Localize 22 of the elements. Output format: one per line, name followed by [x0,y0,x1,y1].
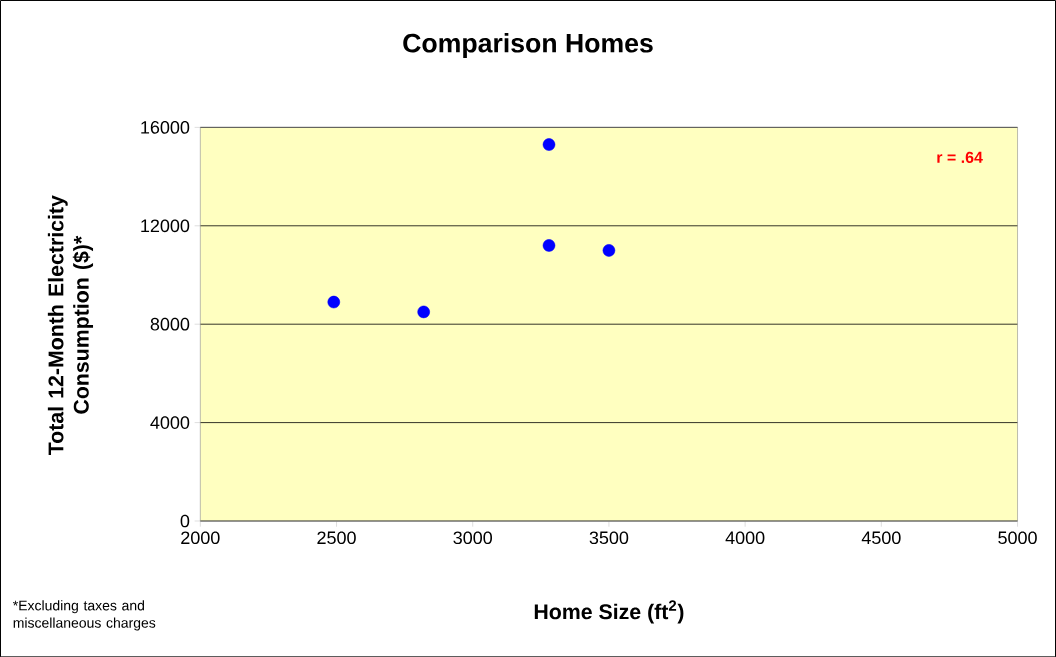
point [542,239,556,252]
x-axis-title: Home Size (ft$^{2}$) [534,600,684,624]
y-axis-title: Total 12-Month Electricity Consumption ($)* [47,195,94,455]
point [602,243,616,257]
y-tick-label: 4000 [150,416,190,429]
x-tick-label: 5000 [998,531,1037,544]
y-tick-label: 16000 [141,120,190,134]
point [542,138,556,151]
x-tick-label: 3500 [589,531,629,544]
x-tick-label: 4000 [725,531,765,544]
x-tick-label: 4500 [861,531,901,544]
x-tick-label: 2500 [317,531,356,544]
chart-title: Comparison Homes [403,32,653,58]
annotation: r = .64 [937,151,983,163]
y-tick-label: 12000 [141,219,190,232]
point [417,305,430,318]
point [327,295,341,309]
y-tick-label: 8000 [150,317,190,331]
text: *Excluding taxes and miscellaneous charges [12,600,156,631]
y-tick-label: 0 [180,514,190,528]
x-tick-label: 3000 [453,531,493,544]
x-tick-label: 2000 [181,531,220,544]
